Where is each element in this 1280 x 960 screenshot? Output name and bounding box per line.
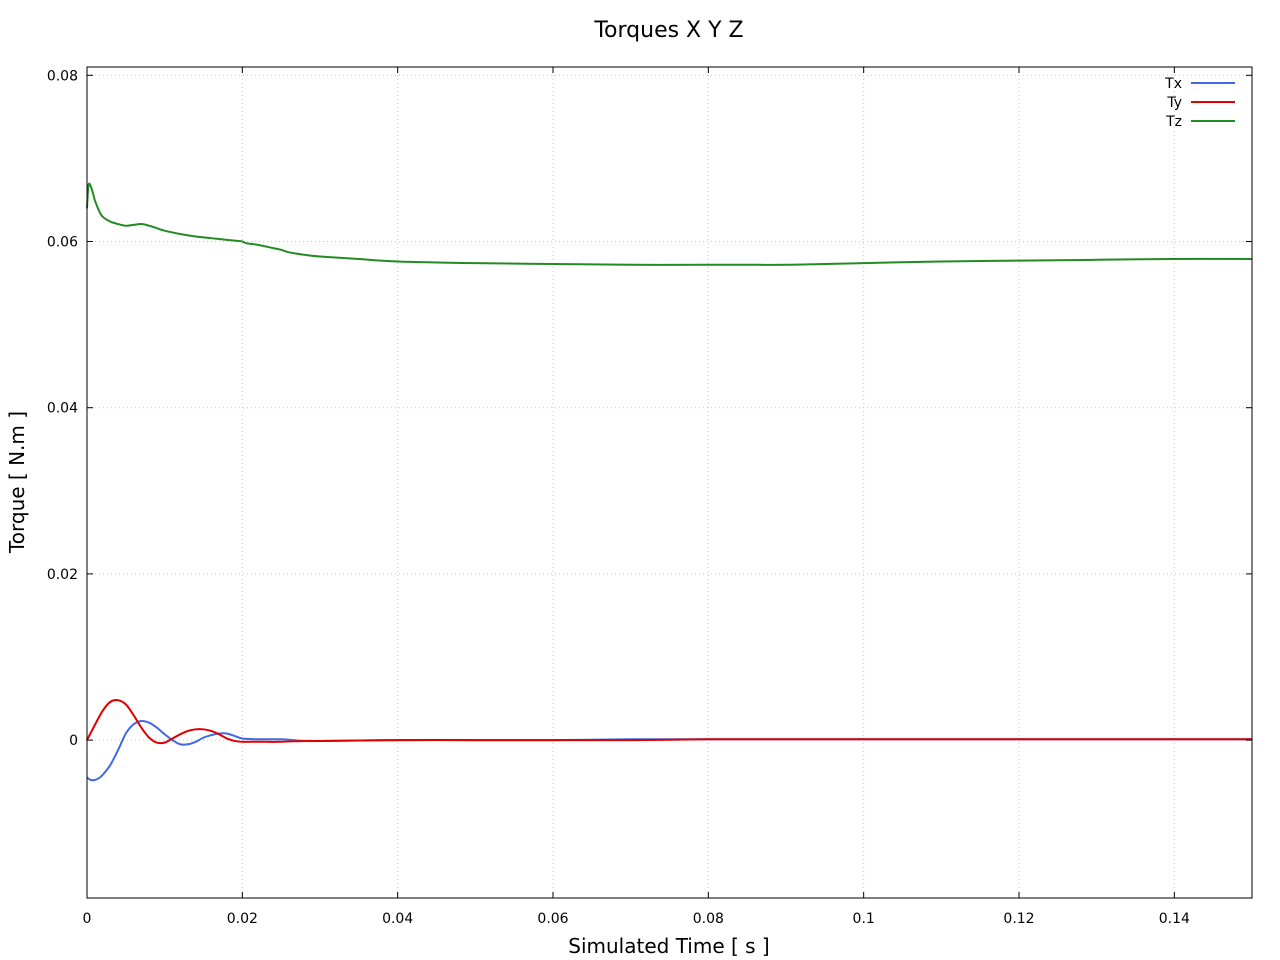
y-tick-label: 0.04	[47, 401, 78, 417]
x-tick-label: 0.08	[693, 911, 724, 927]
legend-label-tz: Tz	[1165, 114, 1182, 130]
x-tick-label: 0	[83, 911, 92, 927]
series-lines	[86, 182, 1253, 782]
plot-frame	[86, 66, 1253, 899]
legend-label-ty: Ty	[1166, 95, 1182, 111]
series-line-ty	[86, 699, 1252, 745]
x-tick-label: 0.14	[1159, 911, 1190, 927]
axis-ticks: 0 0.02 0.04 0.06 0.08 0.1 0.12 0.14 0 0.02 0.04 0.0…	[47, 67, 1252, 927]
y-tick-label: 0	[69, 733, 78, 749]
y-tick-label: 0.08	[47, 68, 78, 84]
grid	[87, 67, 1252, 898]
y-axis-label: Torque [ N.m ]	[5, 411, 29, 554]
y-tick-label: 0.02	[47, 567, 78, 583]
chart-title: Torques X Y Z	[593, 18, 743, 43]
x-tick-label: 0.12	[1003, 911, 1034, 927]
x-tick-label: 0.06	[537, 911, 568, 927]
x-axis-label: Simulated Time [ s ]	[568, 934, 769, 958]
y-tick-label: 0.06	[47, 235, 78, 251]
legend-label-tx: Tx	[1164, 76, 1182, 92]
series-line-tz	[86, 182, 1253, 266]
legend: Tx Ty Tz	[1164, 76, 1235, 130]
x-tick-label: 0.1	[853, 911, 875, 927]
x-tick-label: 0.04	[382, 911, 413, 927]
x-tick-label: 0.02	[227, 911, 258, 927]
